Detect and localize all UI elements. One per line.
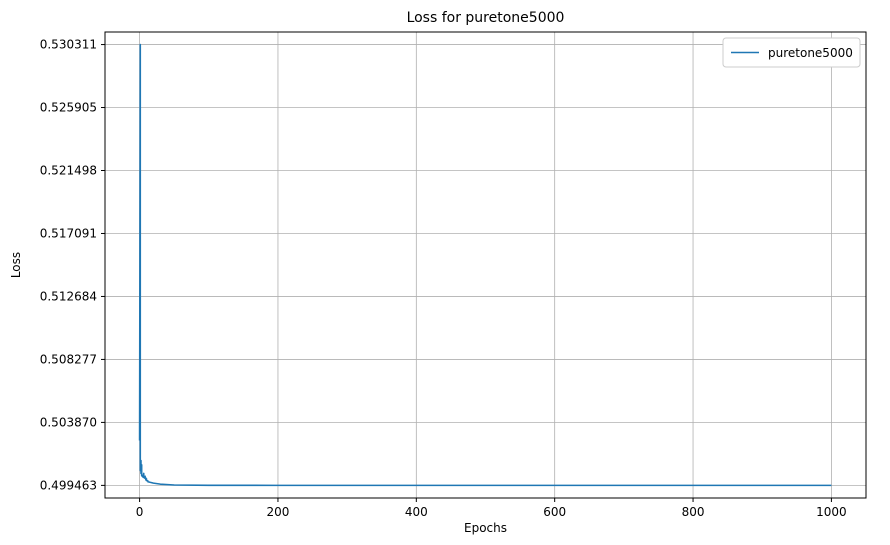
legend-box	[722, 37, 861, 68]
plot-frame	[104, 31, 867, 499]
x-tick-label: 1000	[816, 505, 847, 519]
y-tick-label: 0.508277	[40, 352, 97, 366]
x-tick-label: 400	[405, 505, 428, 519]
y-tick-label: 0.530311	[40, 38, 97, 52]
x-tick-label: 200	[267, 505, 290, 519]
y-tick-label: 0.503870	[40, 415, 97, 429]
series-layer	[138, 43, 832, 487]
legend: puretone5000	[722, 37, 861, 68]
plot-background	[105, 32, 866, 498]
y-axis-title: Loss	[9, 252, 23, 278]
y-tick-label: 0.499463	[40, 478, 97, 492]
x-tick-label: 0	[136, 505, 144, 519]
y-axis: 0.499463 0.503870 0.508277 0.512684 0.517091…	[40, 38, 105, 492]
x-tick-label: 800	[682, 505, 705, 519]
legend-label: puretone5000	[768, 46, 853, 60]
y-tick-label: 0.525905	[40, 101, 97, 115]
x-axis-title: Epochs	[464, 521, 507, 535]
y-tick-label: 0.517091	[40, 226, 97, 240]
series-line-puretone5000	[138, 43, 832, 487]
y-tick-label: 0.521498	[40, 163, 97, 177]
x-axis: 0 200 400 600 800 1000	[136, 498, 847, 519]
chart-title: Loss for puretone5000	[407, 10, 565, 26]
x-tick-label: 600	[543, 505, 566, 519]
y-tick-label: 0.512684	[40, 289, 97, 303]
